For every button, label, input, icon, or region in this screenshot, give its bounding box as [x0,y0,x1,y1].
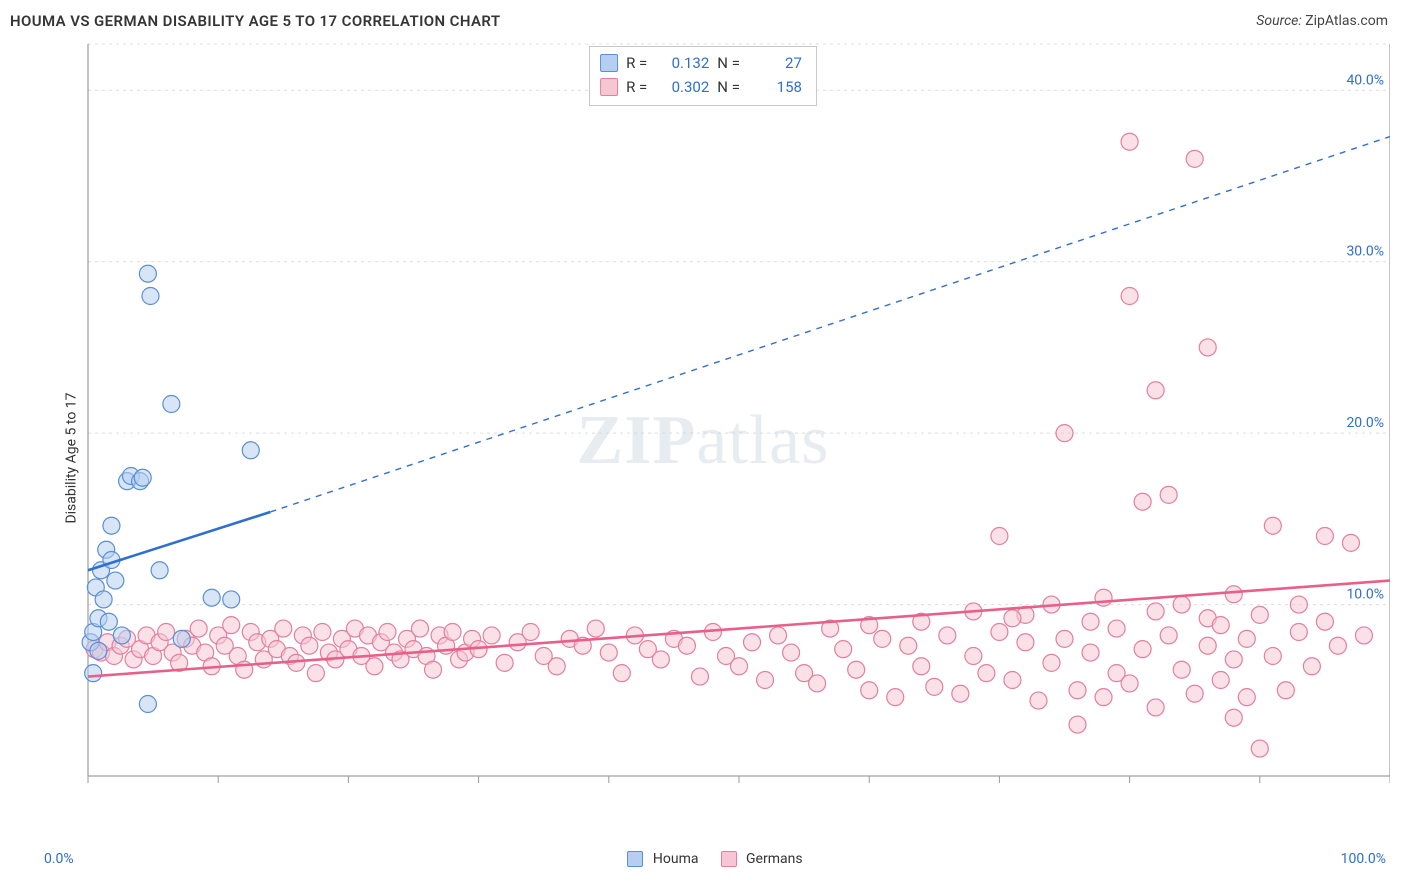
r-label: R = [626,75,647,99]
houma-n-value: 27 [748,51,802,75]
source-attribution: Source: ZipAtlas.com [1256,13,1388,29]
series-legend: Houma Germans [44,851,1386,867]
legend-item-germans: Germans [721,851,803,867]
houma-r-value: 0.132 [655,51,709,75]
source-name: ZipAtlas.com [1305,13,1388,29]
germans-n-value: 158 [748,75,802,99]
svg-text:30.0%: 30.0% [1346,244,1384,260]
germans-swatch-icon [721,851,737,867]
germans-swatch-icon [600,78,618,96]
legend-item-houma: Houma [627,851,698,867]
n-label: N = [717,75,740,99]
y-axis-label: Disability Age 5 to 17 [64,392,80,523]
legend-label-germans: Germans [746,851,803,867]
svg-text:40.0%: 40.0% [1346,72,1384,88]
houma-swatch-icon [627,851,643,867]
scatter-chart: 10.0% 20.0% 30.0% 40.0% [44,38,1390,808]
r-label: R = [626,51,647,75]
svg-text:20.0%: 20.0% [1346,415,1384,431]
chart-container: Disability Age 5 to 17 10.0% 20.0% 30.0% 40… [0,38,1406,878]
germans-r-value: 0.302 [655,75,709,99]
houma-swatch-icon [600,54,618,72]
correlation-legend: R = 0.132 N = 27 R = 0.302 N = 158 [589,46,817,106]
chart-title: HOUMA VS GERMAN DISABILITY AGE 5 TO 17 C… [10,12,501,30]
legend-label-houma: Houma [653,851,699,867]
svg-text:10.0%: 10.0% [1346,587,1384,603]
correlation-row-houma: R = 0.132 N = 27 [600,51,802,75]
x-axis-footer: 0.0% Houma Germans 100.0% [44,840,1386,878]
correlation-row-germans: R = 0.302 N = 158 [600,75,802,99]
source-label: Source: [1256,13,1301,29]
n-label: N = [717,51,740,75]
